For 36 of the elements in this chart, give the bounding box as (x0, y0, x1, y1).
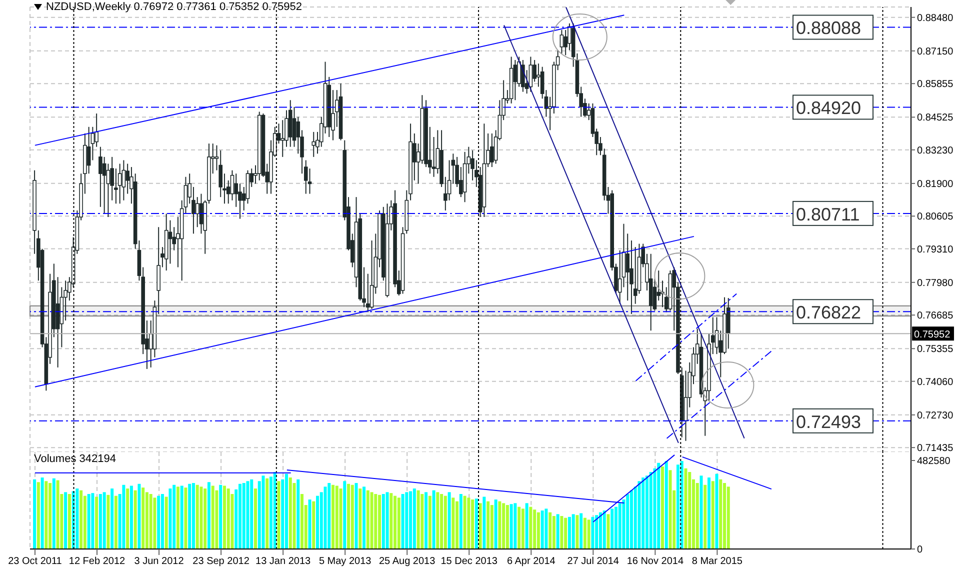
y-tick-label: 0.81900 (917, 178, 954, 190)
y-tick-label: 482580 (917, 456, 951, 468)
y-tick-label: 0.79310 (917, 244, 954, 256)
y-tick-label: 0.77980 (917, 278, 954, 289)
x-tick-label: 12 Feb 2012 (68, 556, 126, 568)
ref-line-label: 0.88088 (796, 18, 862, 38)
ref-line-label: 0.75952 (914, 330, 951, 341)
y-tick-label: 0.80605 (917, 212, 954, 223)
x-tick-label: 23 Sep 2012 (192, 556, 250, 568)
x-tick-label: 3 Jun 2012 (134, 556, 184, 568)
ref-line-label: 0.76822 (796, 302, 862, 323)
y-tick-label: 0.71435 (917, 443, 954, 454)
ref-line-label: 0.80711 (796, 204, 860, 224)
chart-title: Volumes 342194 (34, 453, 116, 465)
x-tick-label: 15 Dec 2013 (440, 556, 498, 568)
x-tick-label: 27 Jul 2014 (567, 556, 620, 568)
y-tick-label: 0.76685 (917, 310, 954, 322)
chart-title: NZDUSD,Weekly 0.76972 0.77361 0.75352 0.75952 (46, 1, 302, 13)
y-tick-label: 0.84525 (917, 112, 954, 124)
y-tick-label: 0.88480 (917, 12, 954, 24)
y-tick-label: 0.85855 (917, 79, 954, 90)
x-tick-label: 13 Jan 2013 (256, 556, 312, 568)
x-tick-label: 6 Apr 2014 (506, 556, 556, 568)
x-tick-label: 25 Aug 2013 (379, 556, 436, 568)
x-tick-label: 23 Oct 2011 (8, 556, 62, 568)
ref-line-label: 0.72493 (796, 412, 862, 432)
y-tick-label: 0 (917, 544, 923, 556)
ref-line-label: 0.84920 (796, 98, 862, 118)
y-tick-label: 0.87150 (917, 46, 954, 58)
y-tick-label: 0.72730 (917, 410, 954, 422)
y-tick-label: 0.75355 (917, 344, 954, 356)
x-tick-label: 5 May 2013 (318, 556, 372, 568)
y-tick-label: 0.83230 (917, 145, 954, 156)
x-tick-label: 16 Nov 2014 (626, 556, 684, 568)
y-tick-label: 0.74060 (917, 376, 954, 388)
x-tick-label: 8 Mar 2015 (692, 556, 743, 568)
